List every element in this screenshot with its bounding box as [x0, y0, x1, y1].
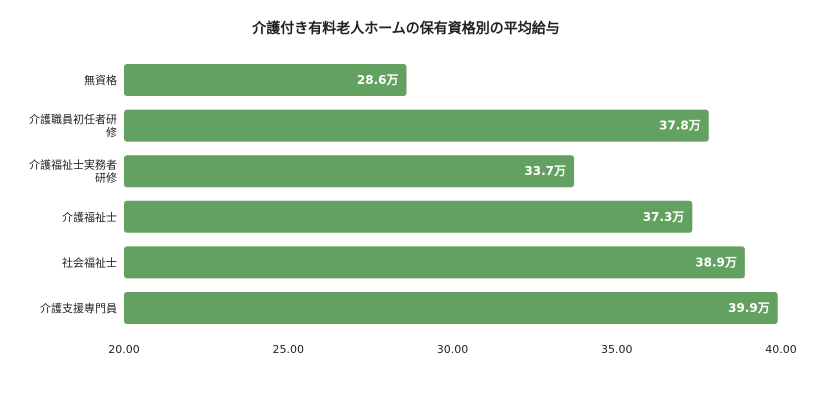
x-tick-label: 20.00 [108, 343, 140, 356]
chart-title: 介護付き有料老人ホームの保有資格別の平均給与 [251, 20, 560, 37]
category-label: 社会福祉士 [62, 255, 117, 269]
bar-value-label: 39.9万 [728, 301, 770, 315]
category-label: 介護福祉士 [62, 210, 117, 224]
bars-group: 28.6万 37.8万 33.7万 37.3万 38.9万 39.9万 [124, 64, 778, 324]
bar [124, 292, 778, 324]
category-label: 介護福祉士実務者 [29, 158, 117, 172]
bar [124, 109, 709, 142]
bar-value-label: 38.9万 [695, 255, 737, 269]
category-label: 無資格 [84, 73, 117, 87]
x-axis-ticks: 20.00 25.00 30.00 35.00 40.00 [108, 343, 797, 356]
x-tick-label: 40.00 [765, 343, 797, 356]
bar-value-label: 28.6万 [357, 73, 399, 87]
bar [124, 246, 745, 279]
x-tick-label: 30.00 [437, 343, 469, 356]
category-label: 介護支援専門員 [40, 301, 117, 315]
bar [124, 64, 407, 96]
x-tick-label: 35.00 [601, 343, 633, 356]
bar [124, 200, 693, 233]
bar [124, 155, 575, 188]
bar-value-label: 37.8万 [659, 119, 701, 133]
category-label: 研修 [95, 171, 117, 185]
category-label: 修 [106, 125, 117, 139]
x-tick-label: 25.00 [273, 343, 305, 356]
bar-value-label: 37.3万 [643, 210, 685, 224]
bar-value-label: 33.7万 [524, 164, 566, 178]
category-label: 介護職員初任者研 [29, 112, 117, 126]
